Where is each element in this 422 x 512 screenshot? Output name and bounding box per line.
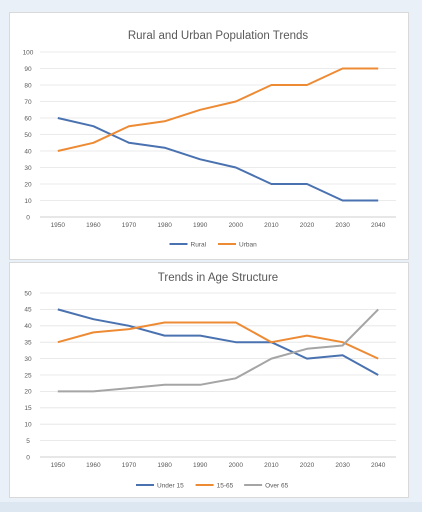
y-tick-label: 45 [24,307,32,314]
y-tick-label: 10 [24,422,32,429]
y-tick-label: 30 [24,165,32,172]
y-tick-label: 15 [24,405,32,412]
y-tick-label: 30 [24,356,32,363]
legend-label: Rural [191,241,207,248]
series-line-15-65 [57,321,379,360]
age-structure-chart-panel: Trends in Age Structure 0 5 10 15 20 25 30 35 40 4… [9,262,409,498]
x-tick-label: 2010 [264,222,279,229]
x-tick-label: 1980 [157,222,172,229]
x-tick-label: 1990 [193,462,208,469]
x-tick-label: 1990 [193,222,208,229]
chart-title: Trends in Age Structure [158,272,278,284]
y-tick-label: 70 [24,99,32,106]
series-line-urban [57,67,379,152]
y-tick-label: 100 [23,49,34,56]
x-tick-label: 2020 [300,462,315,469]
x-tick-label: 1970 [122,462,137,469]
legend-label: Over 65 [265,482,289,489]
x-tick-label: 1960 [86,222,101,229]
x-tick-label: 2040 [371,462,386,469]
y-tick-label: 80 [24,82,32,89]
x-tick-label: 2030 [335,222,350,229]
y-tick-label: 90 [24,66,32,73]
x-tick-label: 1960 [86,462,101,469]
series-line-over-65 [57,308,379,393]
series-line-rural [57,117,379,202]
y-tick-label: 35 [24,340,32,347]
age-structure-chart: Trends in Age Structure 0 5 10 15 20 25 30 35 40 4… [24,272,396,489]
y-tick-label: 10 [24,198,32,205]
x-tick-label: 1950 [51,462,66,469]
x-tick-label: 2000 [229,462,244,469]
x-tick-label: 2040 [371,222,386,229]
y-tick-label: 50 [24,132,32,139]
x-tick-label: 1980 [157,462,172,469]
legend-label: 15-65 [217,482,234,489]
legend-label: Urban [239,241,257,248]
y-tick-label: 60 [24,115,32,122]
x-tick-label: 2030 [335,462,350,469]
bottom-strip [0,502,422,512]
chart-title: Rural and Urban Population Trends [128,30,309,42]
x-tick-label: 1970 [122,222,137,229]
y-tick-label: 20 [24,389,32,396]
y-tick-label: 0 [26,214,30,221]
y-tick-label: 0 [26,454,30,461]
legend-label: Under 15 [157,482,184,489]
y-tick-label: 20 [24,181,32,188]
population-chart-panel: Rural and Urban Population Trends 0 10 20 30… [9,12,409,260]
x-tick-label: 2000 [229,222,244,229]
x-tick-label: 2020 [300,222,315,229]
y-tick-label: 40 [24,323,32,330]
y-tick-label: 5 [26,438,30,445]
series-line-under-15 [57,308,379,376]
population-chart: Rural and Urban Population Trends0102030… [23,30,396,248]
x-tick-label: 1950 [51,222,66,229]
y-tick-label: 40 [24,148,32,155]
y-tick-label: 25 [24,372,32,379]
y-tick-label: 50 [24,290,32,297]
x-tick-label: 2010 [264,462,279,469]
